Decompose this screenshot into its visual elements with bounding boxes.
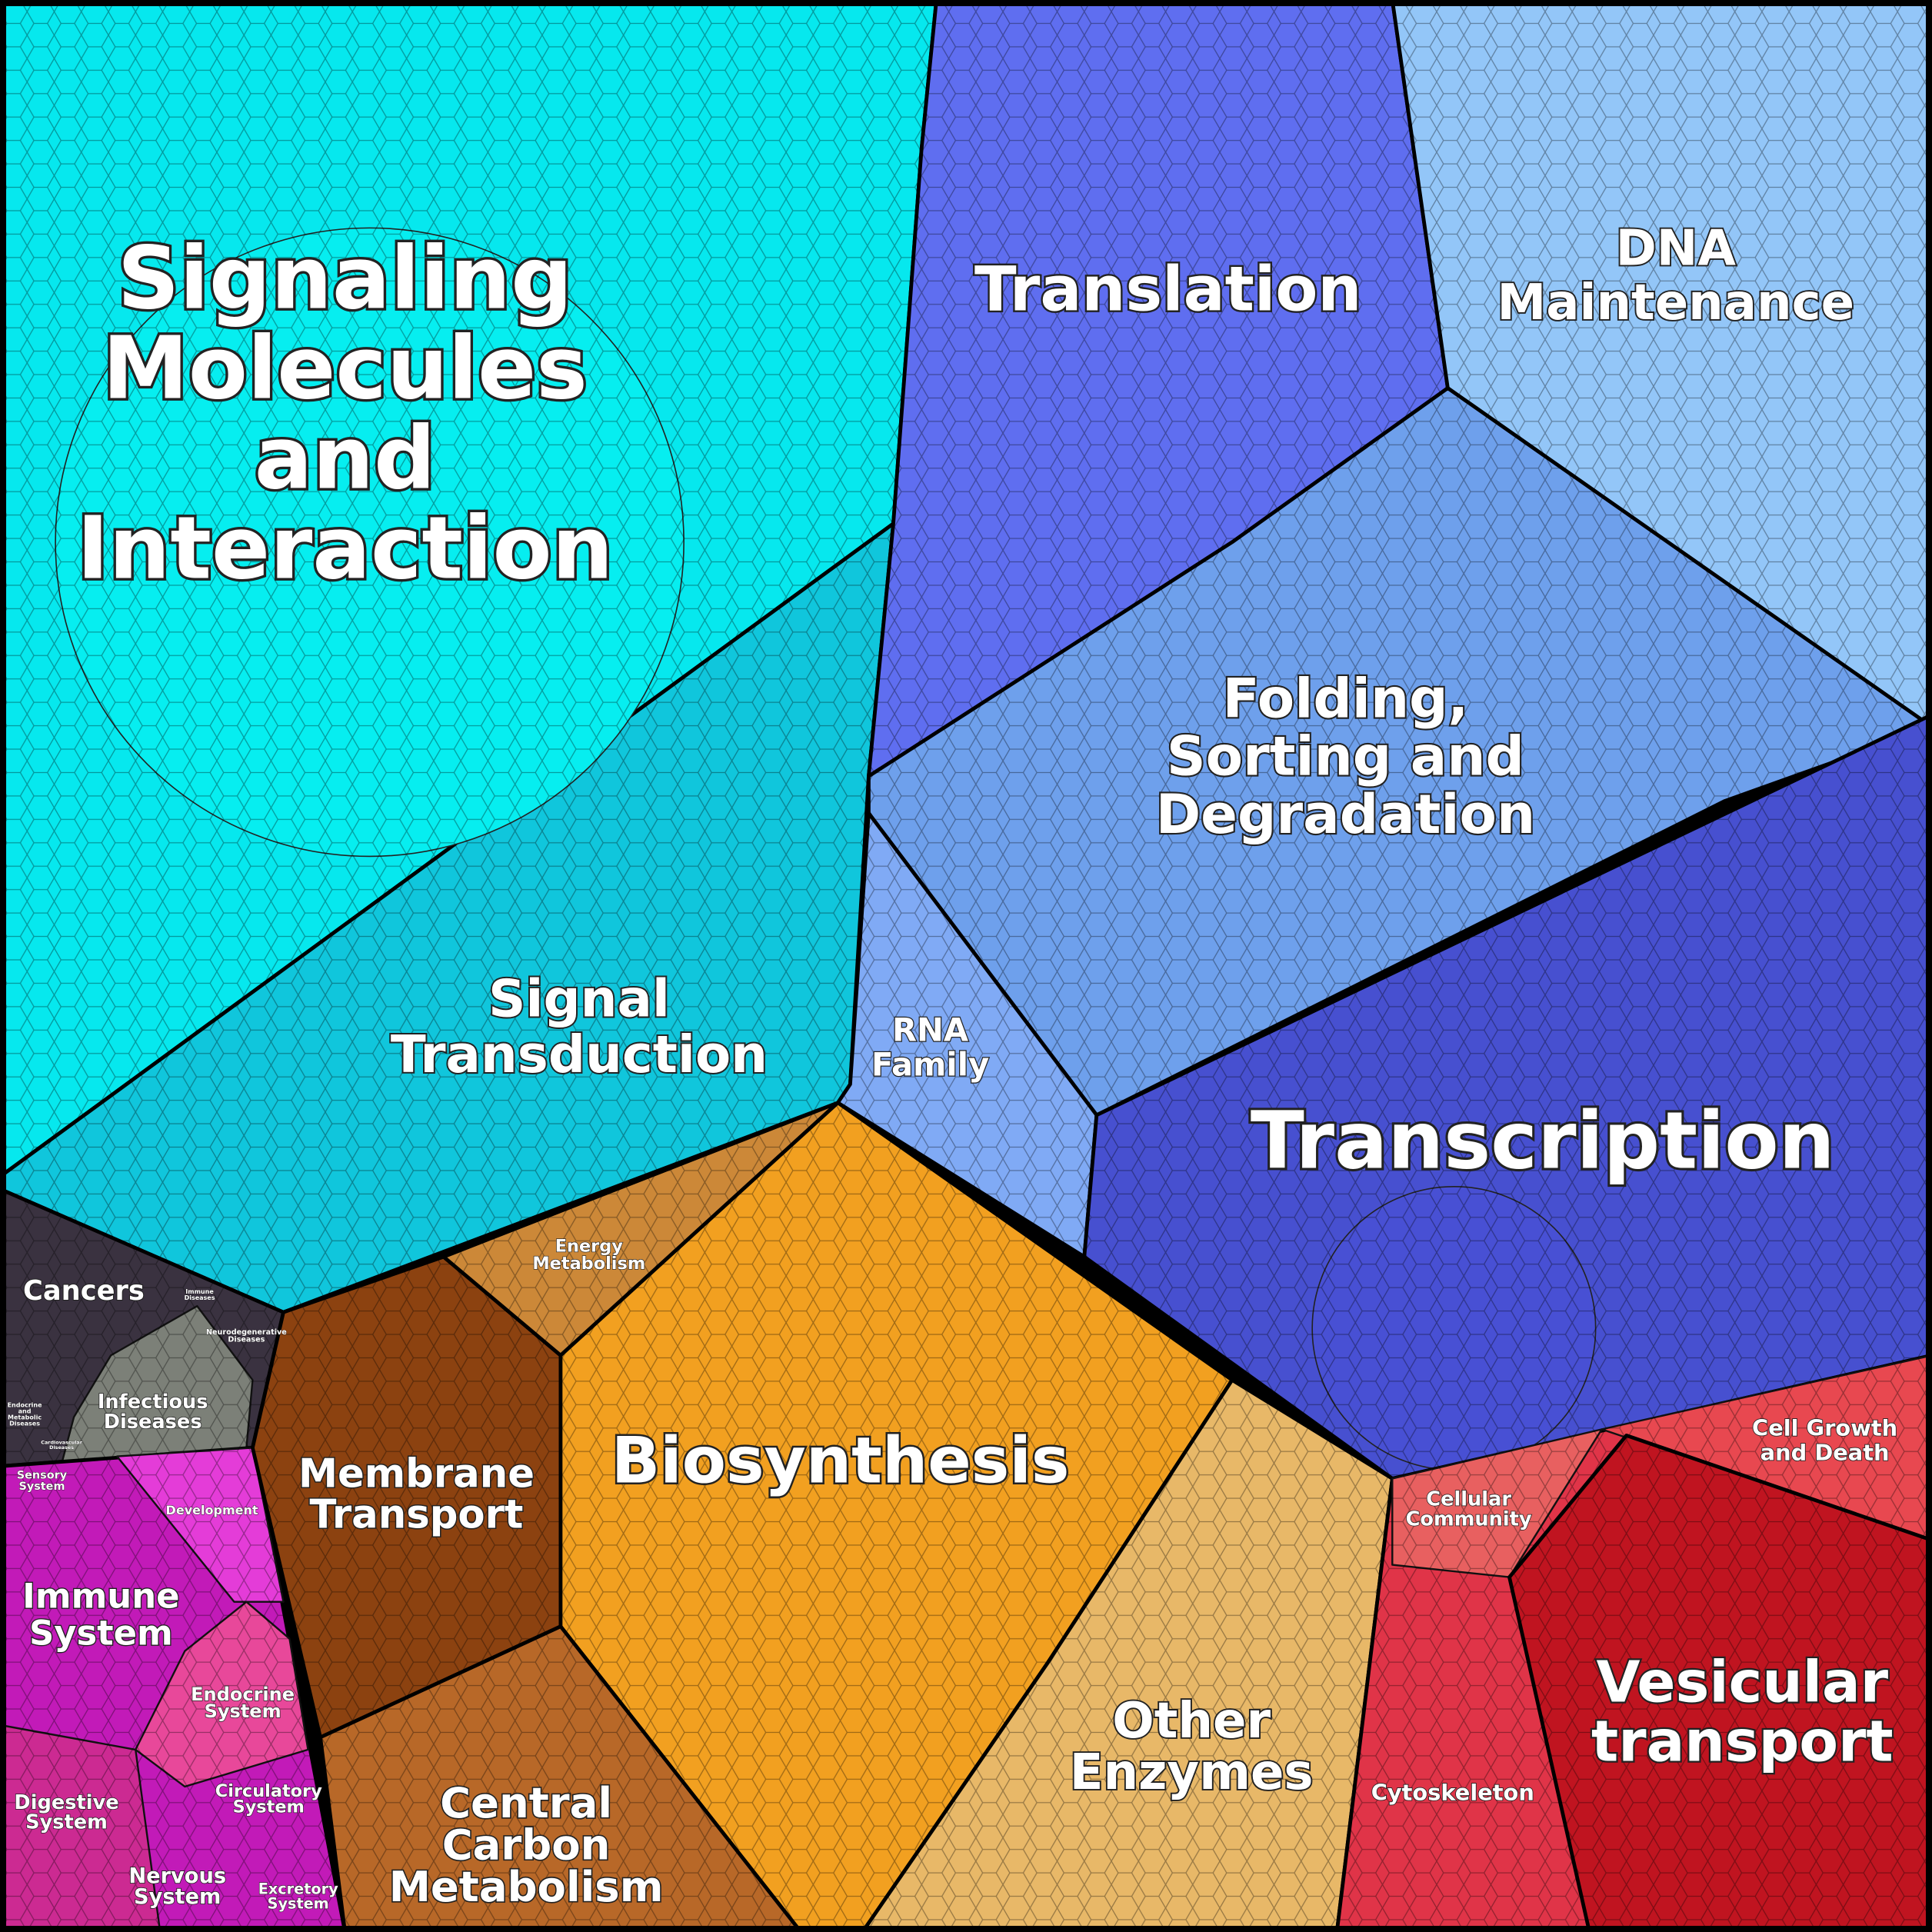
- region-label: Membrane Transport: [298, 1451, 535, 1538]
- label-line: Cell Growth: [1752, 1414, 1897, 1441]
- region-label: Central Carbon Metabolism: [389, 1778, 664, 1911]
- region-label: Cardiovascular Diseases: [41, 1440, 82, 1451]
- region-label: Nervous System: [128, 1864, 226, 1909]
- label-line: Transcription: [1251, 1096, 1835, 1188]
- region-label: Immune Diseases: [185, 1288, 215, 1301]
- region-label: Cellular Community: [1406, 1488, 1532, 1531]
- region-label: Infectious Diseases: [98, 1391, 208, 1434]
- label-line: Metabolism: [532, 1254, 645, 1274]
- label-line: RNA: [892, 1011, 969, 1049]
- label-line: Cytoskeleton: [1371, 1780, 1534, 1806]
- label-line: System: [29, 1613, 173, 1654]
- label-line: System: [134, 1885, 221, 1909]
- label-line: Other: [1112, 1693, 1271, 1750]
- region-label: Cancers: [23, 1275, 145, 1307]
- region-label: Other Enzymes: [1070, 1693, 1314, 1801]
- label-line: and Death: [1760, 1439, 1890, 1465]
- region-label: Cell Growth and Death: [1752, 1414, 1897, 1465]
- region-label: Development: [166, 1503, 258, 1517]
- label-line: System: [233, 1797, 305, 1817]
- label-line: Neurodegenerative: [206, 1328, 287, 1337]
- label-line: Translation: [974, 254, 1361, 325]
- region-label: RNA Family: [871, 1011, 989, 1084]
- label-line: System: [25, 1810, 108, 1834]
- label-line: Diseases: [9, 1421, 40, 1427]
- label-line: Immune: [22, 1576, 179, 1617]
- label-line: Transduction: [391, 1024, 768, 1084]
- label-line: Family: [871, 1046, 989, 1084]
- region-label: Cytoskeleton: [1371, 1780, 1534, 1806]
- label-line: Signal: [488, 969, 670, 1029]
- label-line: Endocrine: [191, 1684, 295, 1705]
- label-line: Endocrine: [8, 1402, 43, 1409]
- label-line: Infectious: [98, 1391, 208, 1414]
- label-line: Maintenance: [1497, 275, 1854, 331]
- region-label: Vesicular transport: [1591, 1650, 1894, 1774]
- region-label: Circulatory System: [215, 1781, 322, 1817]
- label-line: Excretory: [258, 1880, 338, 1897]
- region-label: Digestive System: [14, 1791, 118, 1834]
- label-line: Biosynthesis: [611, 1423, 1070, 1497]
- region-label: DNA Maintenance: [1497, 220, 1854, 331]
- region-label: Excretory System: [258, 1880, 338, 1912]
- label-line: Carbon: [442, 1820, 611, 1869]
- label-line: Membrane: [298, 1451, 535, 1497]
- label-line: Diseases: [49, 1444, 74, 1451]
- region-label: Endocrine and Metabolic Diseases: [8, 1402, 43, 1427]
- label-line: Vesicular: [1597, 1650, 1889, 1715]
- label-line: Nervous: [128, 1864, 226, 1888]
- region-label: Translation: [974, 254, 1361, 325]
- label-line: System: [268, 1895, 329, 1913]
- label-line: Cellular: [1426, 1488, 1511, 1511]
- label-line: System: [205, 1700, 281, 1722]
- region-label: Endocrine System: [191, 1684, 295, 1722]
- label-line: Central: [440, 1778, 612, 1827]
- label-line: Metabolic: [8, 1414, 42, 1421]
- label-line: Community: [1406, 1507, 1532, 1531]
- label-line: System: [18, 1481, 65, 1493]
- label-line: Molecules: [102, 318, 588, 418]
- region-label: Signal Transduction: [391, 969, 768, 1084]
- label-line: Interaction: [77, 498, 614, 598]
- label-line: Folding,: [1223, 667, 1469, 730]
- label-line: Cardiovascular: [41, 1440, 82, 1446]
- label-line: Diseases: [185, 1294, 215, 1301]
- label-line: Development: [166, 1503, 258, 1517]
- label-line: Diseases: [228, 1336, 265, 1344]
- label-line: Degradation: [1156, 783, 1535, 846]
- label-line: Signaling: [118, 229, 573, 329]
- label-line: and: [18, 1408, 32, 1415]
- region-label: Biosynthesis: [611, 1423, 1070, 1497]
- label-line: Cancers: [23, 1275, 145, 1307]
- region-label: Energy Metabolism: [532, 1237, 645, 1274]
- region-label: Transcription: [1251, 1096, 1835, 1188]
- label-line: Digestive: [14, 1791, 118, 1814]
- label-line: Immune: [185, 1288, 214, 1295]
- region-label: Signaling Molecules and Interaction: [77, 229, 614, 599]
- region-label: Neurodegenerative Diseases: [206, 1328, 287, 1344]
- label-line: Sensory: [17, 1469, 68, 1481]
- label-line: Transport: [310, 1492, 524, 1538]
- label-line: Metabolism: [389, 1862, 664, 1911]
- label-line: DNA: [1616, 220, 1737, 277]
- region-label: Sensory System: [17, 1469, 68, 1492]
- label-line: Circulatory: [215, 1781, 322, 1801]
- label-line: Sorting and: [1167, 725, 1524, 788]
- label-line: and: [255, 408, 436, 508]
- label-line: transport: [1591, 1709, 1894, 1774]
- label-line: Energy: [555, 1237, 624, 1257]
- label-line: Diseases: [104, 1411, 202, 1434]
- region-label: Immune System: [22, 1576, 179, 1654]
- region-label: Folding, Sorting and Degradation: [1156, 667, 1535, 846]
- label-line: Enzymes: [1070, 1744, 1314, 1801]
